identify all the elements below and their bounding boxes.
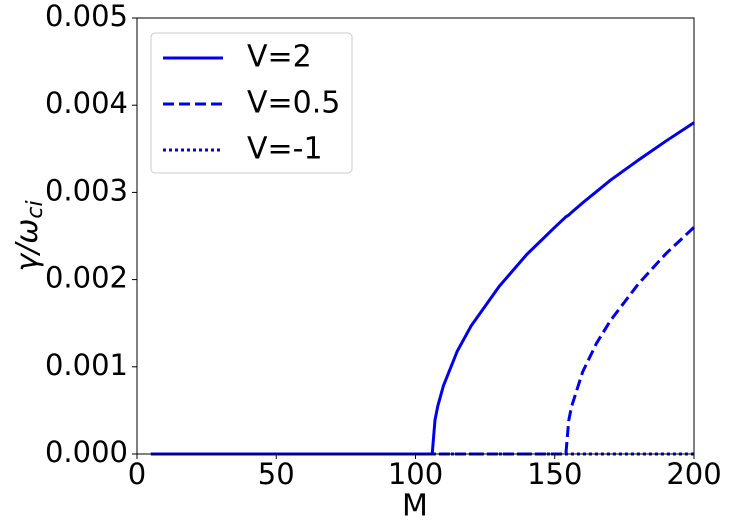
y-tick-label: 0.001 xyxy=(45,348,128,382)
y-axis-label-main: γ/ω xyxy=(10,219,45,272)
y-tick-label: 0.004 xyxy=(45,86,128,120)
legend-label: V=-1 xyxy=(247,132,323,167)
x-tick-label: 100 xyxy=(388,457,443,491)
x-tick-label: 150 xyxy=(527,457,582,491)
series-line xyxy=(150,226,696,456)
legend-label: V=0.5 xyxy=(247,86,340,121)
legend-box xyxy=(150,32,353,174)
x-axis-label: M xyxy=(402,489,428,524)
y-tick-label: 0.005 xyxy=(45,0,128,33)
legend-label: V=2 xyxy=(247,40,312,75)
y-tick-label: 0.000 xyxy=(45,435,128,469)
y-tick-label: 0.002 xyxy=(45,261,128,295)
x-tick-label: 50 xyxy=(258,457,295,491)
x-tick-label: 200 xyxy=(666,457,721,491)
y-axis-label: γ/ωci xyxy=(10,200,49,271)
plot-frame xyxy=(136,17,695,455)
y-tick-label: 0.003 xyxy=(45,173,128,207)
x-tick-label: 0 xyxy=(128,457,146,491)
y-axis-label-sub: ci xyxy=(23,200,48,218)
